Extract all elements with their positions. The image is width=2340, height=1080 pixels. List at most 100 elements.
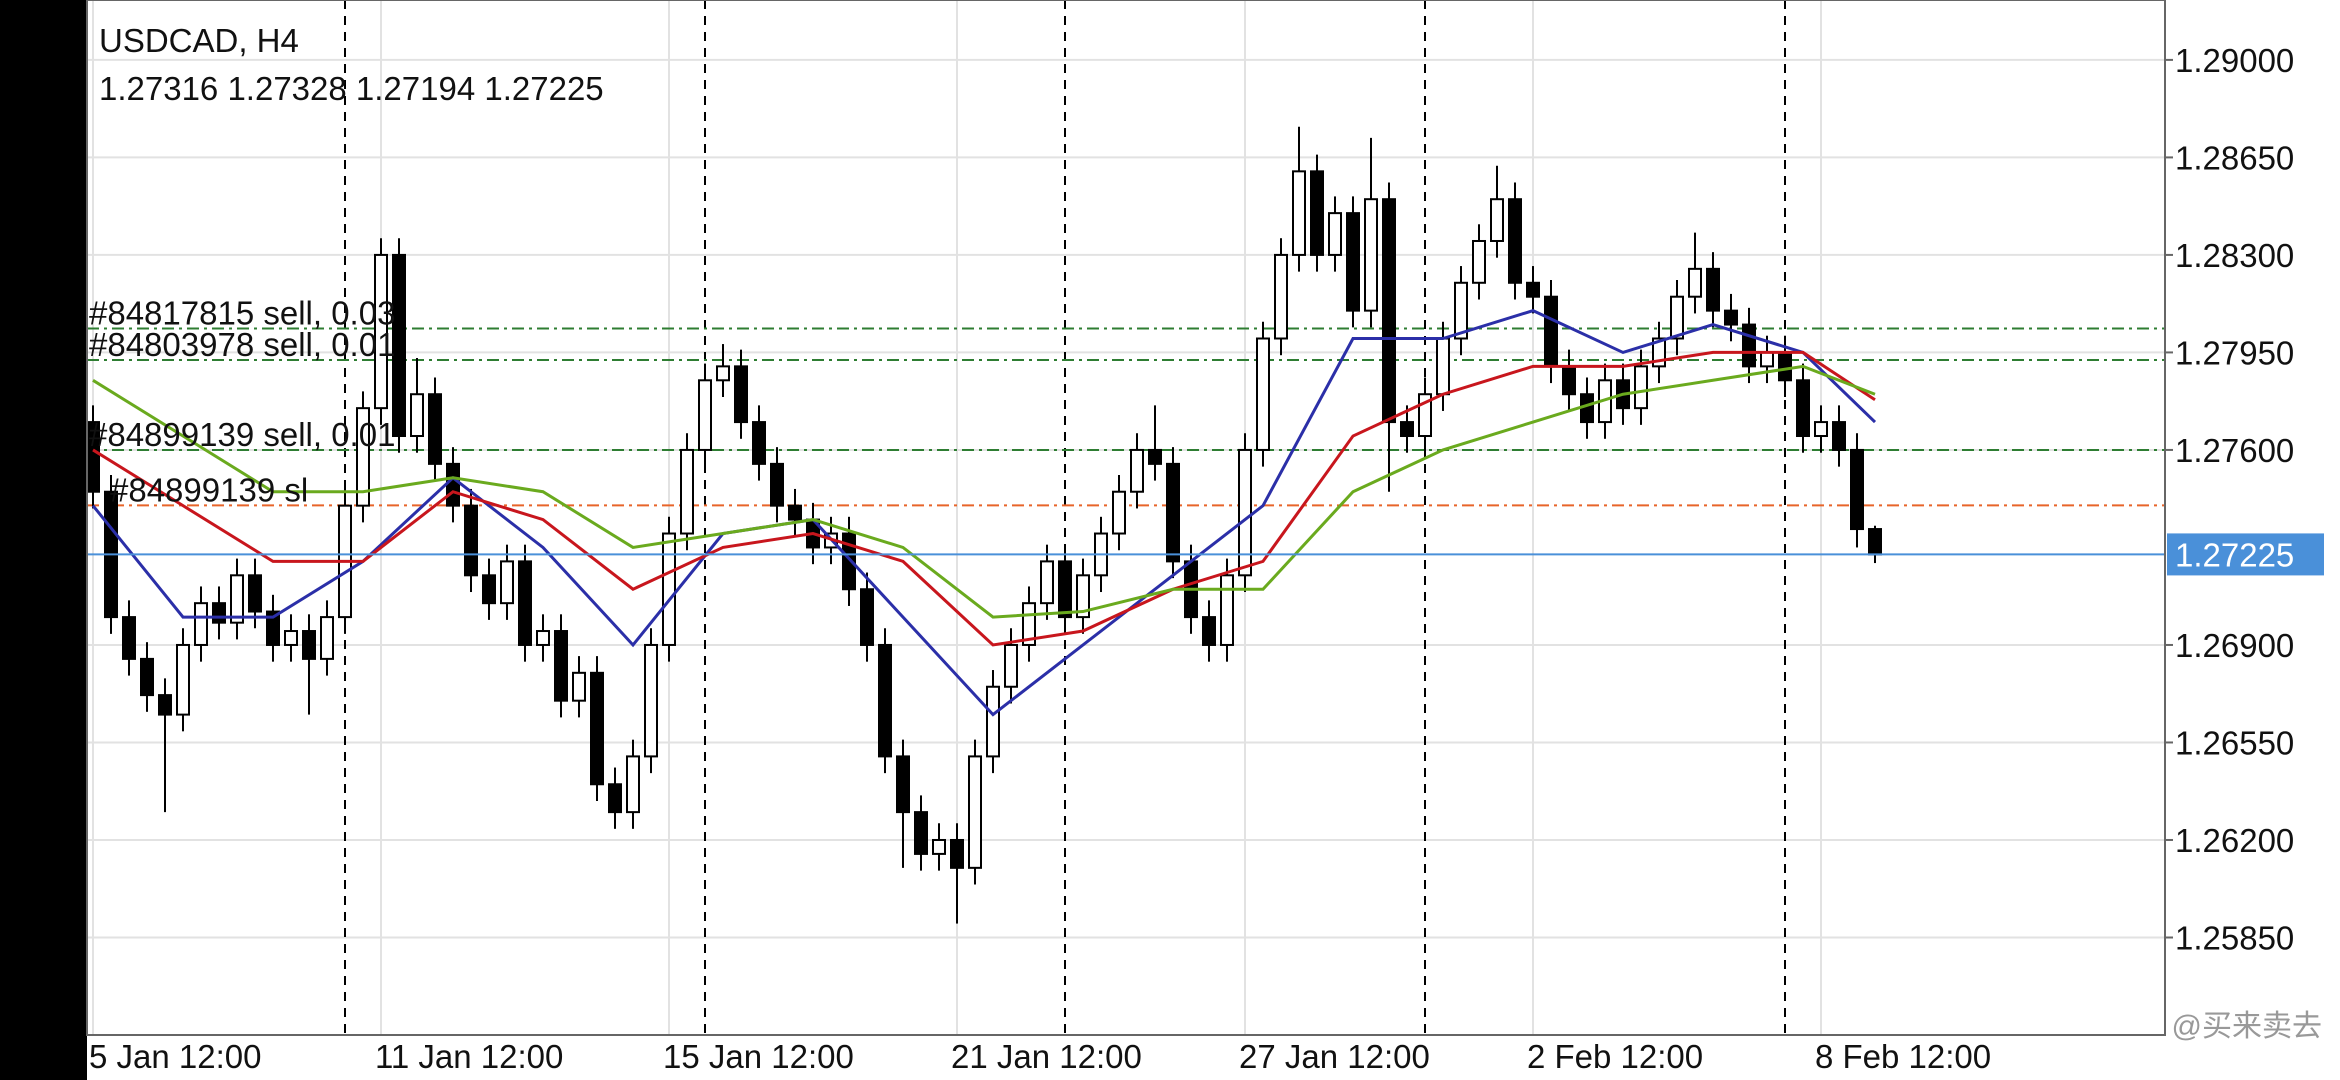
left-bezel: [0, 0, 87, 1080]
candle-body: [1328, 212, 1342, 256]
candle-body: [1724, 309, 1738, 326]
candle-body: [410, 393, 424, 438]
order-label: #84803978 sell, 0.01: [89, 326, 395, 363]
candle-body: [680, 448, 694, 535]
candle-body: [1832, 421, 1846, 451]
candle-body: [1364, 198, 1378, 312]
candle-body: [734, 365, 748, 424]
candle-body: [1778, 351, 1792, 382]
candle-body: [608, 783, 622, 814]
candle-body: [878, 643, 892, 758]
y-tick-label: 1.28300: [2175, 237, 2294, 274]
order-label: #84899139 sell, 0.01: [89, 416, 395, 453]
marks: [86, 126, 2165, 924]
candle-body: [1310, 170, 1324, 256]
candle-body: [212, 602, 226, 624]
candle-body: [698, 379, 712, 451]
candle-body: [626, 755, 640, 814]
chart-title: USDCAD, H4: [99, 22, 299, 59]
candle-body: [266, 610, 280, 646]
x-tick-label: 11 Jan 12:00: [375, 1038, 563, 1075]
candle-body: [950, 838, 964, 869]
moving-average: [92, 364, 1876, 619]
price-label-box: [2167, 533, 2324, 576]
x-tick-label: 8 Feb 12:00: [1815, 1038, 1991, 1075]
candle-body: [1400, 421, 1414, 438]
candle-body: [1256, 337, 1270, 451]
candle-body: [1220, 574, 1234, 646]
candle-body: [914, 811, 928, 855]
moving-average: [91, 309, 1877, 717]
x-tick-label: 5 Jan 12:00: [89, 1038, 261, 1075]
candle-body: [536, 630, 550, 646]
candle-body: [1058, 560, 1072, 619]
x-tick-label: 2 Feb 12:00: [1527, 1038, 1703, 1075]
candle-body: [1040, 560, 1054, 605]
candle-body: [716, 365, 730, 382]
candle-body: [1544, 295, 1558, 368]
candle-body: [860, 588, 874, 646]
candle-body: [1004, 643, 1018, 688]
candle-body: [500, 560, 514, 605]
candle-body: [248, 574, 262, 613]
candle-body: [194, 602, 208, 646]
candle-body: [1472, 239, 1486, 284]
candle-body: [1076, 574, 1090, 619]
candle-body: [644, 643, 658, 758]
order-label: #84899139 sl: [110, 471, 308, 508]
candle-body: [1202, 616, 1216, 646]
candle-body: [986, 685, 1000, 758]
candle-body: [752, 421, 766, 465]
candle-body: [122, 616, 136, 660]
candle-body: [770, 462, 784, 507]
candle-body: [158, 694, 172, 716]
y-tick-label: 1.26550: [2175, 724, 2294, 761]
candle-body: [1814, 421, 1828, 438]
candle-body: [1436, 337, 1450, 396]
y-tick-label: 1.27600: [2175, 432, 2294, 469]
candle-body: [1850, 448, 1864, 531]
candle-body: [842, 532, 856, 591]
y-tick-label: 1.26200: [2175, 822, 2294, 859]
candle-body: [1634, 365, 1648, 410]
candle-body: [1346, 212, 1360, 312]
x-tick-label: 21 Jan 12:00: [951, 1038, 1142, 1075]
candle-body: [140, 657, 154, 697]
candle-body: [572, 671, 586, 702]
candle-body: [554, 630, 568, 702]
candle-body: [1454, 281, 1468, 340]
x-tick-label: 15 Jan 12:00: [663, 1038, 854, 1075]
candle-body: [356, 407, 370, 507]
y-tick-label: 1.29000: [2175, 42, 2294, 79]
order-label: #84817815 sell, 0.03: [89, 294, 395, 331]
candle-body: [1868, 528, 1882, 556]
candle-body: [302, 630, 316, 660]
plot-frame: [86, 0, 2166, 1036]
candle-body: [1382, 198, 1396, 424]
candle-body: [1508, 198, 1522, 284]
candle-body: [1760, 351, 1774, 368]
candle-body: [1562, 365, 1576, 396]
candle-body: [1526, 281, 1540, 298]
candle-body: [1148, 448, 1162, 465]
candle-body: [230, 574, 244, 624]
candle-body: [896, 755, 910, 814]
candle-body: [1688, 267, 1702, 298]
candle-body: [1670, 295, 1684, 340]
candle-body: [1490, 198, 1504, 242]
moving-average: [92, 350, 1876, 647]
candle-body: [518, 560, 532, 646]
y-tick-label: 1.27950: [2175, 334, 2294, 371]
candle-body: [1274, 253, 1288, 340]
candle-body: [464, 504, 478, 577]
price-label: 1.27225: [2175, 536, 2294, 573]
candle-body: [428, 393, 442, 465]
candle-body: [1796, 379, 1810, 438]
candle-body: [590, 671, 604, 786]
candle-body: [1112, 490, 1126, 535]
candle-body: [1238, 448, 1252, 577]
candle-body: [176, 643, 190, 716]
candle-body: [374, 253, 388, 410]
ohlc-text: 1.27316 1.27328 1.27194 1.27225: [99, 70, 604, 107]
